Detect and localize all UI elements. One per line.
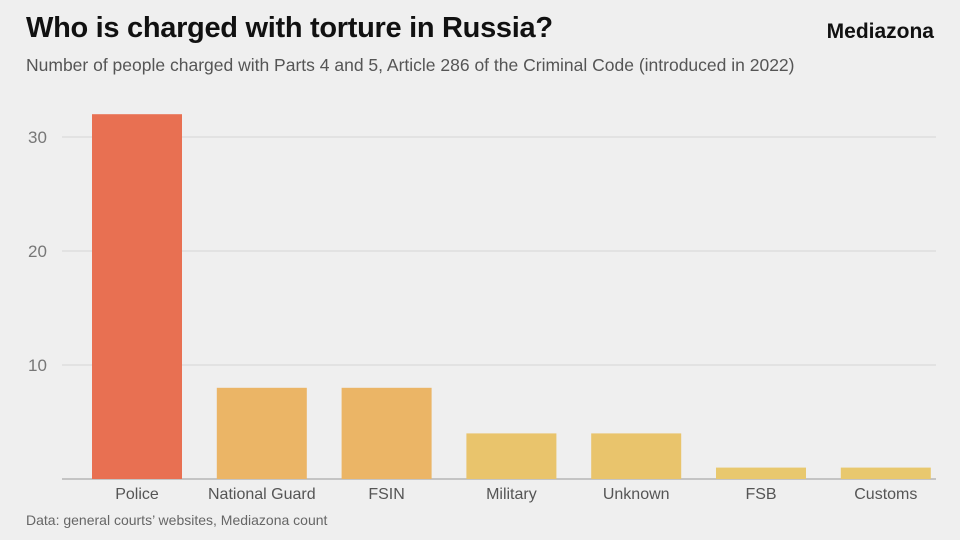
y-tick-label: 10 — [28, 356, 47, 375]
bar-customs — [840, 467, 931, 479]
bar-national-guard — [216, 387, 307, 479]
category-label-fsin: FSIN — [368, 486, 404, 503]
category-labels: Police National Guard FSIN Military Unknown F… — [115, 486, 917, 503]
bar-unknown — [591, 433, 682, 479]
bar-fsb — [716, 467, 806, 479]
source-note: Data: general courts’ websites, Mediazon… — [26, 512, 328, 528]
bar-fsin — [341, 387, 432, 479]
category-label-military: Military — [486, 486, 537, 503]
category-label-national-guard: National Guard — [208, 486, 316, 503]
y-tick-label: 20 — [28, 242, 47, 261]
bars — [92, 114, 931, 479]
category-label-police: Police — [115, 486, 159, 503]
bar-police — [92, 114, 182, 479]
category-label-customs: Customs — [854, 486, 917, 503]
category-label-unknown: Unknown — [603, 486, 670, 503]
chart-subtitle: Number of people charged with Parts 4 an… — [26, 55, 795, 75]
brand-logo: Mediazona — [826, 20, 934, 43]
y-tick-label: 30 — [28, 128, 47, 147]
chart-title: Who is charged with torture in Russia? — [26, 12, 553, 44]
category-label-fsb: FSB — [745, 486, 776, 503]
bar-military — [466, 433, 557, 479]
